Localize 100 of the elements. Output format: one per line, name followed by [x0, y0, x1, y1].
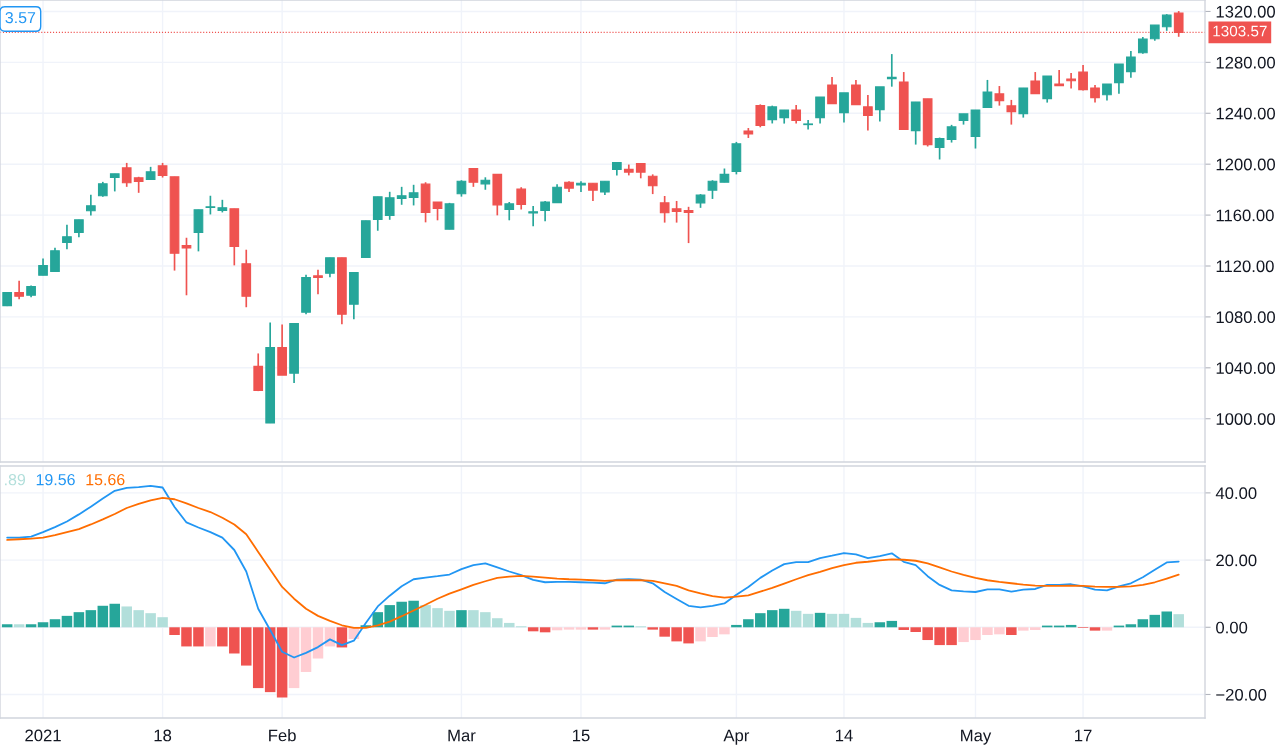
bar [97, 605, 109, 628]
x-tick-label: 2021 [25, 729, 61, 742]
candlestick [671, 200, 682, 224]
bar [1089, 627, 1101, 631]
candlestick [468, 167, 479, 188]
bar [1173, 614, 1184, 628]
bar [1, 624, 13, 628]
candlestick [384, 190, 395, 221]
y-tick-label: 20.00 [1216, 554, 1257, 567]
candlestick [205, 194, 216, 216]
bar [276, 627, 288, 698]
bar [1137, 619, 1149, 628]
bar [826, 613, 838, 628]
candlestick [1030, 71, 1041, 95]
candlestick [886, 53, 897, 88]
y-tick-label: 1000.00 [1216, 413, 1276, 425]
bar [37, 622, 49, 628]
candlestick [516, 186, 527, 211]
candlestick [181, 236, 192, 297]
candlestick [851, 79, 861, 106]
bar [264, 627, 276, 693]
bar [539, 627, 551, 633]
candlestick [1042, 75, 1053, 104]
bar [1101, 627, 1113, 631]
candlestick [62, 223, 72, 251]
bar [802, 613, 814, 628]
x-tick-label: 17 [1075, 729, 1092, 742]
candlestick [659, 195, 670, 224]
candlestick [791, 104, 802, 125]
bar [109, 603, 121, 628]
bar [874, 622, 886, 628]
y-tick-label: 1080.00 [1216, 311, 1276, 324]
candlestick [14, 279, 24, 301]
candlestick [982, 79, 993, 109]
series-label: 15.66 [86, 473, 125, 486]
bar [527, 627, 539, 632]
bar [312, 627, 324, 659]
y-tick-label: 1280.00 [1216, 56, 1276, 69]
y-tick-label: 0.00 [1216, 621, 1248, 634]
x-tick-label: Feb [269, 729, 296, 742]
bar [1006, 627, 1017, 636]
candlestick [1114, 63, 1124, 95]
bar [456, 610, 467, 628]
candlestick [683, 205, 694, 244]
bar [790, 610, 802, 628]
y-tick-label: −20.00 [1216, 688, 1267, 701]
candlestick [707, 179, 718, 200]
bar [599, 627, 611, 630]
y-tick-label: 1240.00 [1216, 107, 1276, 120]
bar [205, 627, 216, 647]
bar [73, 612, 85, 628]
line-series [6, 484, 1180, 659]
y-tick-label: 40.00 [1215, 487, 1257, 500]
candlestick [432, 201, 443, 222]
y-tick-label: 1040.00 [1216, 362, 1276, 375]
x-tick-label: May [961, 729, 992, 745]
candlestick [313, 268, 323, 296]
candlestick [408, 183, 419, 207]
bar [850, 617, 862, 628]
candlestick [109, 173, 120, 193]
series-label: 19.56 [36, 473, 75, 486]
y-tick-label: 1200.00 [1216, 158, 1276, 171]
bar [886, 620, 898, 628]
bar [1125, 624, 1137, 628]
x-tick-label: Mar [448, 729, 476, 742]
candlestick [504, 201, 515, 222]
candlestick [647, 173, 658, 195]
x-tick-label: Apr [723, 729, 750, 745]
bar [575, 627, 587, 630]
candlestick [1126, 50, 1136, 79]
bar [300, 627, 312, 672]
bar [551, 627, 563, 631]
y-tick-label: 1320.00 [1216, 5, 1276, 18]
candlestick [863, 94, 873, 132]
candlestick [803, 119, 813, 131]
candlestick [85, 193, 96, 217]
line-series [6, 497, 1180, 629]
candlestick [325, 256, 335, 279]
bar [61, 615, 73, 628]
candlestick [121, 162, 132, 188]
candlestick [528, 205, 539, 228]
bar [85, 610, 97, 628]
candlestick [1066, 72, 1076, 90]
bar [49, 619, 61, 628]
candlestick [396, 186, 407, 206]
x-tick-label: 15 [572, 729, 590, 742]
y-tick-label: 1120.00 [1216, 260, 1274, 273]
bar [13, 624, 25, 628]
annotation: 3.57 [5, 11, 36, 24]
candlestick [1054, 69, 1065, 87]
candlestick [755, 103, 766, 129]
bar [838, 613, 850, 628]
x-tick-label: 14 [835, 729, 853, 742]
text: .89 [5, 473, 26, 486]
candlestick [372, 195, 383, 232]
candlestick [193, 208, 204, 253]
bar [288, 627, 300, 689]
bar [25, 624, 37, 628]
y-tick-label: 1160.00 [1216, 209, 1274, 222]
candlestick [1006, 99, 1017, 126]
